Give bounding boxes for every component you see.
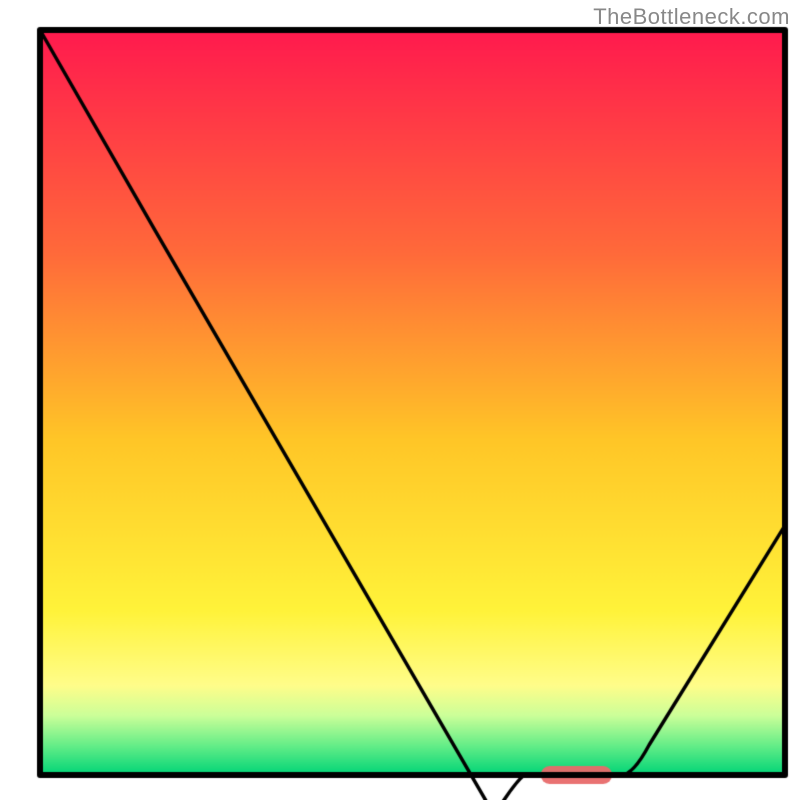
chart-root: TheBottleneck.com xyxy=(0,0,800,800)
watermark-text: TheBottleneck.com xyxy=(593,4,790,30)
bottleneck-curve-canvas xyxy=(0,0,800,800)
